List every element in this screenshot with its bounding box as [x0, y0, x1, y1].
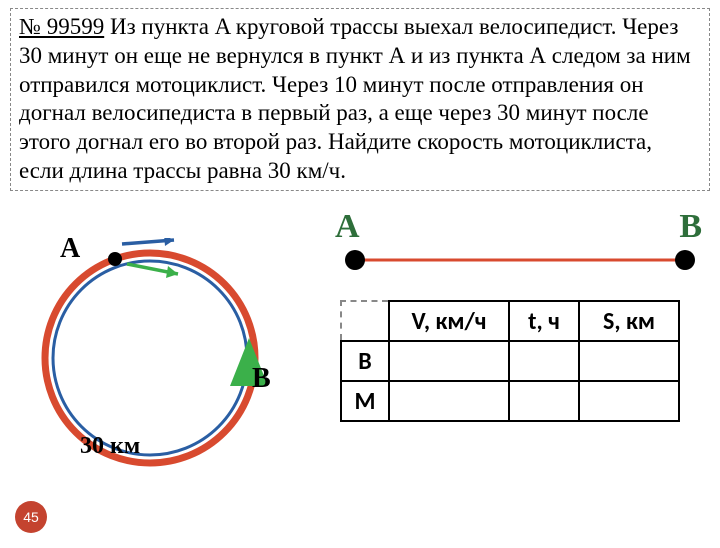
header-distance: S, км — [579, 301, 679, 341]
table-row: М — [341, 381, 679, 421]
circular-track-diagram: А В 30 км — [20, 218, 300, 498]
problem-number: № 99599 — [19, 14, 104, 39]
cell-cyclist-v — [389, 341, 509, 381]
table-corner — [341, 301, 389, 341]
line-svg — [340, 220, 700, 280]
row-label-motorcyclist: М — [341, 381, 389, 421]
page-number-text: 45 — [23, 509, 39, 525]
header-time: t, ч — [509, 301, 579, 341]
cell-moto-v — [389, 381, 509, 421]
cell-moto-t — [509, 381, 579, 421]
track-outer — [45, 253, 255, 463]
cell-moto-s — [579, 381, 679, 421]
line-dot-b — [675, 250, 695, 270]
cell-cyclist-s — [579, 341, 679, 381]
data-table: V, км/ч t, ч S, км В М — [340, 300, 680, 422]
line-segment-diagram — [340, 220, 700, 285]
problem-text: Из пункта A круговой трассы выехал велос… — [19, 14, 691, 183]
circular-track-svg — [30, 238, 290, 488]
cell-cyclist-t — [509, 341, 579, 381]
point-b-label-circle: В — [252, 363, 271, 395]
row-label-cyclist: В — [341, 341, 389, 381]
table-header-row: V, км/ч t, ч S, км — [341, 301, 679, 341]
track-length-label: 30 км — [80, 433, 140, 460]
line-dot-a — [345, 250, 365, 270]
track-inner — [53, 261, 247, 455]
header-velocity: V, км/ч — [389, 301, 509, 341]
point-a-dot — [108, 252, 122, 266]
table-row: В — [341, 341, 679, 381]
problem-statement: № 99599 Из пункта A круговой трассы выех… — [10, 8, 710, 191]
page-number-badge: 45 — [15, 501, 47, 533]
